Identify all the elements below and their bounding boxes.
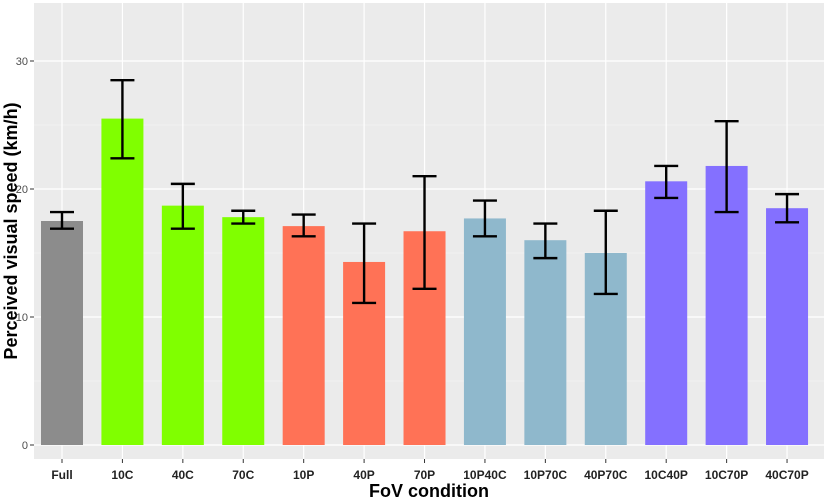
x-tick-label: 10P40C <box>463 468 507 482</box>
y-axis-title: Perceived visual speed (km/h) <box>1 102 21 359</box>
x-tick-label: 10P <box>293 468 314 482</box>
x-tick-label: 10C <box>111 468 133 482</box>
x-tick-label: 40P <box>353 468 374 482</box>
x-tick-label: 10P70C <box>524 468 568 482</box>
bar-10c40p <box>645 181 688 445</box>
x-tick-label: 10C40P <box>645 468 688 482</box>
y-axis-ticks: 0 10 20 30 <box>16 56 34 452</box>
x-tick-label: 40C70P <box>765 468 808 482</box>
bar-70c <box>222 217 265 445</box>
bar-40c <box>161 205 204 445</box>
bar-10p70c <box>524 240 567 445</box>
x-tick-label: 10C70P <box>705 468 748 482</box>
bar-10p40c <box>463 218 506 445</box>
x-axis-ticks: Full 10C 40C 70C 10P 40P 70P 10P40C 10P70C 40P70C… <box>51 459 809 482</box>
y-tick-label: 20 <box>16 184 28 196</box>
bars <box>41 118 809 445</box>
x-tick-label: 70P <box>414 468 435 482</box>
y-tick-label: 0 <box>22 440 28 452</box>
x-axis-title: FoV condition <box>369 481 489 501</box>
x-tick-label: Full <box>51 468 72 482</box>
bar-40c70p <box>766 208 809 445</box>
bar-10p <box>282 226 325 445</box>
error-bars <box>50 78 800 305</box>
y-tick-label: 10 <box>16 312 28 324</box>
bar-10c <box>101 118 144 445</box>
x-tick-label: 70C <box>232 468 254 482</box>
x-tick-label: 40C <box>172 468 194 482</box>
x-tick-label: 40P70C <box>584 468 628 482</box>
y-tick-label: 30 <box>16 56 28 68</box>
bar-full <box>41 221 83 445</box>
